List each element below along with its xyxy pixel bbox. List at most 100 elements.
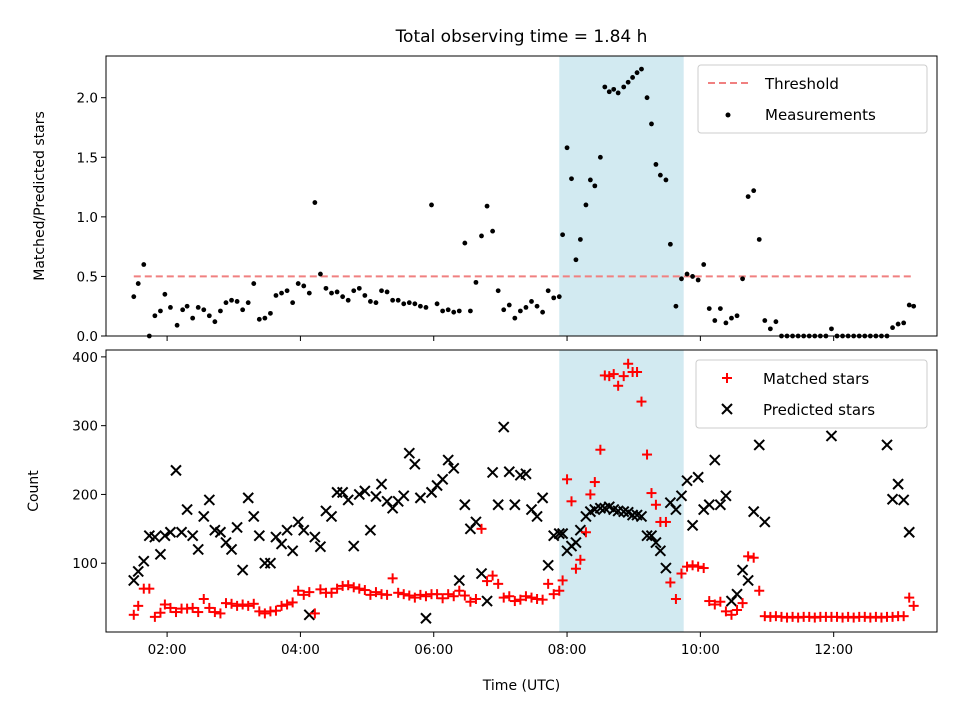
predicted-star-point [498, 421, 510, 433]
matched-star-point [748, 552, 759, 563]
matched-star-point [908, 600, 919, 611]
y-tick-label: 2.0 [77, 91, 98, 107]
predicted-star-point [570, 536, 582, 549]
matched-star-point [348, 582, 359, 593]
measurement-point [218, 308, 223, 314]
predicted-star-point [248, 510, 260, 523]
matched-star-point [898, 611, 909, 622]
measurement-point [379, 288, 384, 294]
matched-star-point [465, 596, 476, 607]
predicted-star-point [359, 485, 371, 497]
matched-star-point [642, 449, 653, 460]
measurement-point [462, 240, 468, 246]
measurement-point [479, 233, 484, 239]
predicted-star-point [342, 494, 354, 506]
matched-star-point [562, 474, 573, 485]
matched-star-point [409, 592, 420, 603]
predicted-star-point [486, 466, 499, 479]
predicted-star-point [281, 524, 293, 536]
measurement-point [401, 301, 407, 307]
measurement-point [517, 308, 523, 314]
measurement-point [911, 303, 917, 309]
matched-star-point [270, 605, 281, 616]
measurement-point [256, 316, 262, 322]
measurement-point [740, 276, 745, 282]
measurement-point [712, 318, 718, 323]
measurement-point [592, 183, 598, 189]
count-panel: 100 200 300 400 02:00 04:00 06:00 08:00 10:00 12… [26, 349, 938, 694]
matched-star-point [382, 589, 393, 600]
predicted-star-point [481, 595, 493, 607]
matched-star-point [687, 560, 698, 571]
measurement-point [268, 310, 273, 316]
matched-star-point [170, 607, 181, 618]
matched-star-point [636, 396, 647, 407]
measurement-point [706, 306, 712, 311]
measurement-point [734, 313, 740, 319]
matched-star-point [133, 600, 144, 611]
predicted-star-point [681, 474, 693, 487]
x-tick-label: 02:00 [148, 642, 187, 658]
matched-star-point [570, 563, 581, 574]
predicted-star-point [181, 503, 193, 516]
matched-star-point [193, 607, 204, 618]
y-tick-label: 1.5 [77, 150, 98, 166]
measurement-point [406, 300, 412, 306]
measurement-point [695, 277, 701, 283]
measurement-point [621, 84, 627, 90]
matched-star-point [548, 589, 559, 600]
measurement-point [212, 319, 218, 325]
measurement-point [667, 241, 673, 247]
matched-star-point [204, 602, 215, 613]
measurement-point [229, 297, 234, 303]
matched-star-point [448, 591, 459, 602]
measurement-point [484, 203, 490, 209]
measurement-point [644, 95, 650, 101]
measurement-point [587, 177, 593, 183]
matched-star-point [226, 598, 237, 609]
measurement-point [634, 70, 640, 76]
matched-star-point [155, 607, 166, 618]
predicted-star-point [370, 490, 382, 503]
predicted-star-point [736, 564, 749, 576]
measurement-point [577, 237, 583, 242]
matched-star-point [520, 591, 531, 602]
measurement-point [318, 271, 323, 277]
plot-frame [105, 55, 938, 337]
matched-star-point [650, 499, 661, 510]
measurement-point [906, 302, 912, 308]
measurement-point [301, 283, 307, 289]
predicted-star-point [186, 530, 199, 542]
predicted-star-point [825, 430, 838, 442]
matched-star-point [144, 583, 155, 594]
matched-star-point [754, 585, 765, 596]
predicted-star-point [264, 557, 277, 569]
measurement-point [184, 303, 190, 309]
predicted-star-point [626, 509, 639, 521]
predicted-star-point [753, 439, 765, 451]
measurement-point [306, 290, 312, 296]
matched-star-point [420, 591, 431, 602]
matched-star-point [343, 580, 354, 591]
predicted-star-point [253, 530, 266, 542]
y-axis-label: Matched/Predicted stars [32, 111, 48, 281]
measurement-point [467, 308, 473, 314]
legend-measurements-label: Measurements [765, 106, 876, 124]
matched-star-point [493, 578, 504, 589]
measurement-point [456, 308, 462, 314]
measurement-point [180, 307, 186, 313]
measurement-point [162, 291, 168, 297]
legend-matched-label: Matched stars [763, 370, 869, 388]
measurement-point [529, 299, 534, 304]
matched-star-point [693, 561, 704, 572]
measurement-point [445, 307, 451, 313]
matched-star-point [432, 589, 443, 600]
matched-stars-points [128, 358, 919, 623]
matched-star-point [665, 577, 676, 588]
measurement-point [440, 308, 446, 314]
matched-star-point [443, 589, 454, 600]
predicted-star-point [650, 536, 662, 549]
measurement-point [262, 315, 268, 321]
predicted-star-point [398, 490, 410, 502]
